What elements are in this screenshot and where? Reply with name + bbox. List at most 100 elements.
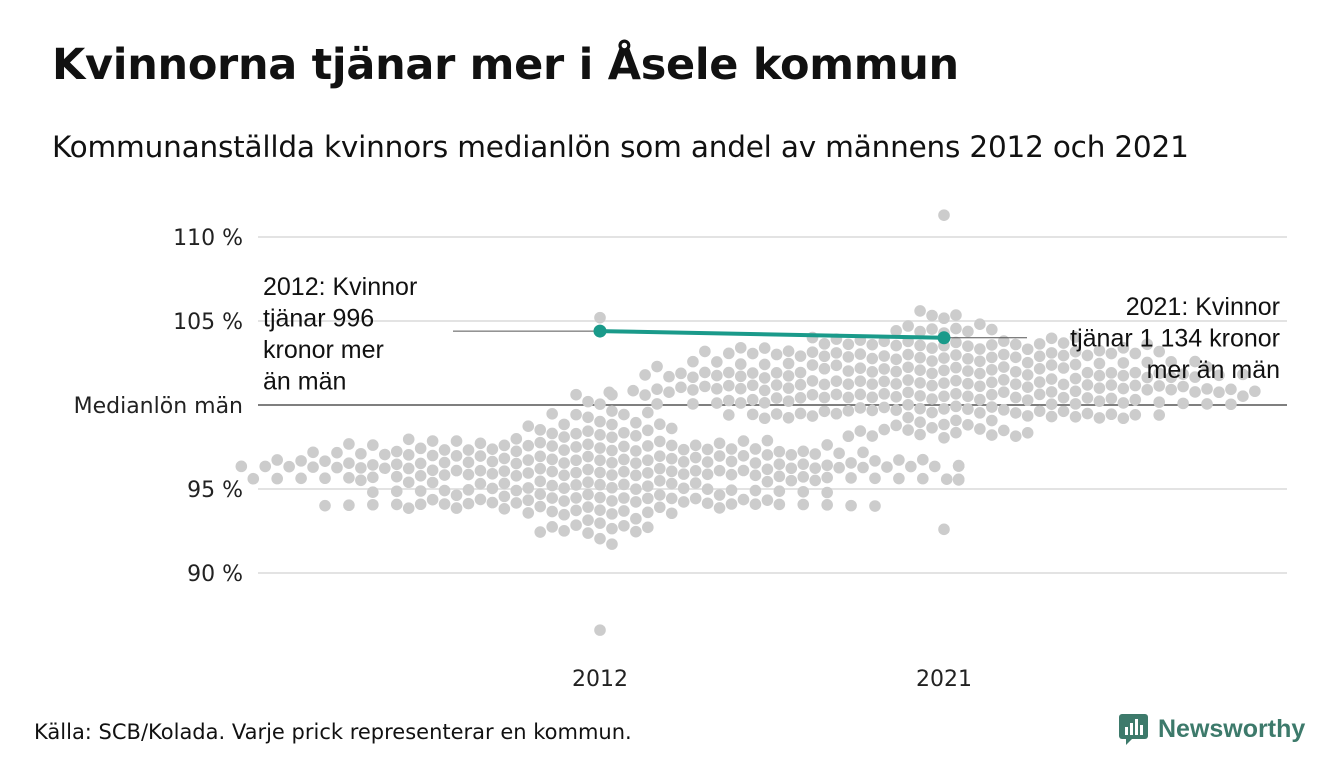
data-dot [821, 486, 833, 499]
data-dot [642, 454, 654, 467]
data-dot [917, 453, 929, 466]
data-dot [510, 469, 523, 482]
data-dot [866, 352, 879, 365]
data-dot [749, 443, 762, 455]
data-dot [746, 367, 759, 379]
data-dot [785, 462, 798, 475]
data-dot [711, 383, 723, 395]
data-dot [594, 415, 606, 428]
data-dot [974, 355, 986, 368]
data-dot [1021, 410, 1034, 422]
data-dot [343, 472, 355, 484]
data-dot [1153, 409, 1166, 421]
data-dot [833, 461, 845, 474]
data-dot [462, 456, 475, 469]
data-dot [734, 397, 747, 409]
data-dot [498, 465, 511, 477]
data-dot [307, 446, 319, 459]
data-dot [914, 364, 926, 376]
data-dot [1057, 337, 1070, 349]
data-dot [1033, 338, 1046, 350]
data-dot [534, 500, 547, 513]
data-dot [642, 467, 654, 479]
data-dot [618, 440, 630, 453]
data-dot [761, 434, 774, 447]
data-dot [522, 482, 535, 494]
data-dot [689, 464, 702, 477]
data-dot [926, 422, 938, 434]
data-dot [570, 479, 582, 491]
data-dot [426, 476, 439, 489]
data-dot [818, 378, 831, 391]
data-dot [414, 485, 427, 497]
data-dot [950, 400, 962, 413]
data-dot [1057, 391, 1070, 404]
data-dot [938, 403, 950, 415]
data-dot [758, 384, 771, 397]
data-dot [271, 472, 283, 485]
data-dot [890, 339, 902, 352]
data-dot [950, 374, 962, 387]
data-dot [905, 460, 917, 473]
data-dot [854, 402, 867, 414]
data-dot [722, 366, 735, 379]
data-dot [390, 445, 403, 458]
data-dot [594, 478, 606, 491]
data-dot [687, 398, 699, 410]
data-dot [926, 379, 938, 392]
data-dot [582, 514, 594, 526]
data-dot [1021, 394, 1034, 406]
data-dot [725, 484, 738, 496]
data-dot [534, 436, 547, 449]
data-dot [582, 476, 594, 489]
data-dot [665, 439, 678, 452]
data-dot [962, 340, 974, 352]
data-dot [1093, 382, 1106, 394]
data-dot [594, 624, 606, 636]
data-dot [711, 356, 723, 368]
data-dot [606, 522, 618, 535]
data-dot [773, 498, 786, 511]
data-dot [997, 424, 1010, 437]
data-dot [642, 406, 654, 419]
data-dot [952, 474, 965, 486]
data-dot [914, 377, 926, 389]
data-dot [986, 339, 998, 351]
data-dot [558, 482, 570, 494]
data-dot [522, 439, 535, 452]
data-dot [1105, 379, 1118, 391]
data-dot [642, 506, 654, 519]
brand-logo: Newsworthy [1118, 713, 1305, 745]
data-dot [997, 361, 1010, 373]
data-dot [642, 440, 654, 452]
data-dot [1069, 372, 1082, 385]
data-dot [938, 390, 950, 403]
data-dot [914, 390, 926, 402]
data-dot [1153, 367, 1166, 380]
data-dot [758, 412, 771, 425]
data-dot [854, 425, 867, 437]
data-dot [582, 527, 594, 539]
data-dot [582, 438, 594, 451]
data-dot [653, 475, 666, 487]
data-dot [866, 404, 879, 417]
data-dot [806, 410, 819, 422]
data-dot [1177, 380, 1189, 393]
data-dot [402, 462, 415, 475]
dot-swarm [235, 209, 1261, 636]
data-dot [618, 478, 630, 491]
data-dot [713, 502, 726, 514]
data-dot [582, 501, 594, 513]
data-dot [618, 426, 630, 439]
data-dot [1177, 397, 1189, 410]
data-dot [582, 425, 594, 437]
data-dot [582, 450, 594, 463]
data-dot [558, 508, 570, 521]
data-dot [367, 471, 379, 484]
data-dot [1117, 412, 1130, 425]
data-dot [713, 437, 726, 450]
data-dot [722, 379, 735, 392]
chart-title: Kvinnorna tjänar mer i Åsele kommun [52, 40, 959, 90]
data-dot [952, 459, 965, 472]
data-dot [878, 423, 891, 436]
